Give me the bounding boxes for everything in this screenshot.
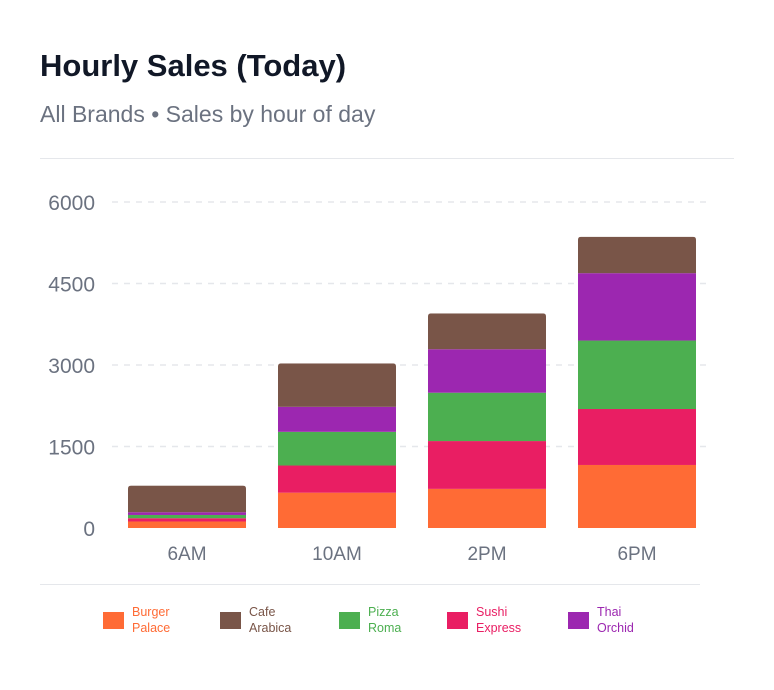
bar-segment-burger-palace: [428, 488, 546, 528]
legend-label-line: Pizza: [368, 605, 399, 619]
bar-segment-cafe-arabica: [428, 313, 546, 350]
bar-stack-2pm: [428, 313, 546, 528]
legend-label: Sushi Express: [476, 604, 556, 636]
y-tick-label: 4500: [48, 274, 95, 297]
bar-stack-10am: [278, 363, 396, 528]
y-tick-label: 6000: [48, 192, 95, 215]
y-tick-label: 1500: [48, 437, 95, 460]
legend-label: Thai Orchid: [597, 604, 677, 636]
legend-item-pizza-roma: Pizza Roma: [339, 604, 448, 636]
legend-label: Burger Palace: [132, 604, 212, 636]
x-tick-label: 2PM: [467, 544, 506, 565]
legend-divider: [40, 584, 700, 585]
legend-item-thai-orchid: Thai Orchid: [568, 604, 677, 636]
bar-segment-thai-orchid: [428, 349, 546, 393]
legend-label-line: Palace: [132, 621, 171, 635]
chart-subtitle: All Brands • Sales by hour of day: [40, 101, 376, 127]
legend-label: Cafe Arabica: [249, 604, 329, 636]
chart-legend: Burger Palace Cafe Arabica Pizza Roma Sushi Exp…: [103, 604, 723, 644]
x-tick-label: 6AM: [167, 544, 206, 565]
legend-item-sushi-express: Sushi Express: [447, 604, 556, 636]
bar-segment-sushi-express: [428, 441, 546, 489]
legend-swatch: [103, 612, 124, 629]
legend-swatch: [339, 612, 360, 629]
bar-segment-pizza-roma: [128, 514, 246, 519]
header-divider: [40, 158, 734, 159]
bar-segment-pizza-roma: [578, 340, 696, 410]
legend-label-line: Cafe: [249, 605, 276, 619]
legend-label-line: Orchid: [597, 621, 634, 635]
legend-swatch: [568, 612, 589, 629]
x-tick-label: 10AM: [312, 544, 362, 565]
bar-segment-cafe-arabica: [278, 363, 396, 407]
legend-label-line: Arabica: [249, 621, 292, 635]
bar-segment-burger-palace: [578, 464, 696, 528]
y-tick-label: 3000: [48, 355, 95, 378]
x-tick-label: 6PM: [617, 544, 656, 565]
chart-title: Hourly Sales (Today): [40, 48, 347, 83]
bar-segment-sushi-express: [128, 518, 246, 522]
legend-item-cafe-arabica: Cafe Arabica: [220, 604, 329, 636]
bar-segment-burger-palace: [128, 521, 246, 528]
bar-segment-pizza-roma: [428, 392, 546, 442]
legend-label-line: Express: [476, 621, 522, 635]
legend-swatch: [220, 612, 241, 629]
bar-segment-thai-orchid: [278, 406, 396, 432]
legend-label-line: Burger: [132, 605, 170, 619]
bar-segment-thai-orchid: [578, 273, 696, 341]
bar-segment-cafe-arabica: [578, 236, 696, 274]
bar-segment-thai-orchid: [128, 512, 246, 515]
legend-label: Pizza Roma: [368, 604, 448, 636]
bar-segment-sushi-express: [278, 465, 396, 493]
legend-item-burger-palace: Burger Palace: [103, 604, 212, 636]
legend-swatch: [447, 612, 468, 629]
bar-segment-pizza-roma: [278, 431, 396, 466]
y-tick-label: 0: [83, 518, 95, 541]
legend-label-line: Sushi: [476, 605, 508, 619]
bar-segment-cafe-arabica: [128, 485, 246, 513]
bar-stack-6pm: [578, 236, 696, 528]
bar-stack-6am: [128, 485, 246, 528]
legend-label-line: Thai: [597, 605, 622, 619]
bar-segment-sushi-express: [578, 409, 696, 465]
bar-segment-burger-palace: [278, 492, 396, 528]
legend-label-line: Roma: [368, 621, 402, 635]
